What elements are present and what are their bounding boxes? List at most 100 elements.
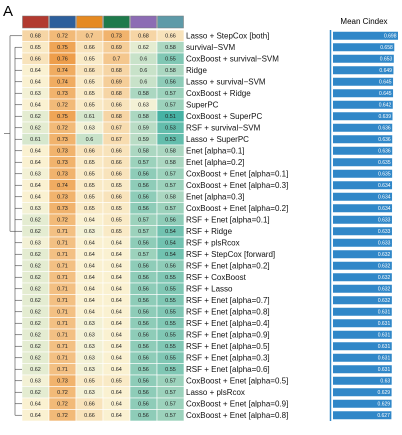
cell-label: 0.66 bbox=[111, 149, 122, 155]
cell-label: 0.72 bbox=[57, 103, 68, 109]
cell-label: 0.65 bbox=[84, 183, 95, 189]
cell-label: 0.69 bbox=[111, 80, 122, 86]
row-label: RSF + Enet [alpha=0.4] bbox=[186, 319, 270, 328]
row-label: CoxBoost + Enet [alpha=0.5] bbox=[186, 376, 288, 385]
cell-label: 0.64 bbox=[84, 287, 95, 293]
bar bbox=[333, 250, 392, 259]
cell-label: 0.63 bbox=[84, 333, 95, 339]
row-label: RSF + Lasso bbox=[186, 284, 233, 293]
bar bbox=[333, 100, 393, 109]
cell-label: 0.57 bbox=[138, 160, 149, 166]
row-label: RSF + plsRcox bbox=[186, 238, 240, 247]
cell-label: 0.53 bbox=[165, 126, 176, 132]
bar-value-label: 0.631 bbox=[378, 321, 391, 327]
cell-label: 0.64 bbox=[30, 402, 41, 408]
row-label: RSF + survival−SVM bbox=[186, 123, 261, 132]
cell-label: 0.56 bbox=[138, 275, 149, 281]
bar bbox=[333, 123, 393, 132]
bar bbox=[333, 89, 394, 98]
bar bbox=[333, 273, 392, 282]
bar bbox=[333, 54, 394, 63]
cell-label: 0.55 bbox=[165, 275, 176, 281]
cell-label: 0.65 bbox=[84, 103, 95, 109]
cell-label: 0.71 bbox=[57, 321, 68, 327]
cell-label: 0.64 bbox=[84, 252, 95, 258]
bar bbox=[333, 66, 394, 75]
cell-label: 0.57 bbox=[165, 183, 176, 189]
row-label: CoxBoost + survival−SVM bbox=[186, 54, 279, 63]
bar bbox=[333, 169, 393, 178]
row-label: RSF + Enet [alpha=0.5] bbox=[186, 342, 270, 351]
cell-label: 0.63 bbox=[84, 126, 95, 132]
cell-label: 0.63 bbox=[30, 91, 41, 97]
cell-label: 0.63 bbox=[84, 390, 95, 396]
row-label: Lasso + SuperPC bbox=[186, 135, 249, 144]
cell-label: 0.71 bbox=[57, 264, 68, 270]
cell-label: 0.66 bbox=[84, 413, 95, 419]
row-label: Lasso + survival−SVM bbox=[186, 77, 266, 86]
bar bbox=[333, 158, 393, 167]
cell-label: 0.65 bbox=[84, 172, 95, 178]
bar-value-label: 0.629 bbox=[378, 390, 391, 396]
bar bbox=[333, 135, 393, 144]
cell-label: 0.62 bbox=[30, 356, 41, 362]
bar-value-label: 0.634 bbox=[378, 206, 391, 212]
cell-label: 0.72 bbox=[57, 218, 68, 224]
cell-label: 0.56 bbox=[138, 390, 149, 396]
row-label: CoxBoost + Enet [alpha=0.3] bbox=[186, 181, 288, 190]
bar bbox=[333, 238, 392, 247]
cell-label: 0.62 bbox=[138, 45, 149, 51]
row-label: RSF + CoxBoost bbox=[186, 273, 247, 282]
row-label: RSF + Enet [alpha=0.8] bbox=[186, 307, 270, 316]
cell-label: 0.56 bbox=[138, 402, 149, 408]
cell-label: 0.64 bbox=[111, 310, 122, 316]
bar-value-label: 0.635 bbox=[378, 160, 391, 166]
cell-label: 0.58 bbox=[165, 149, 176, 155]
cell-label: 0.64 bbox=[111, 356, 122, 362]
bar bbox=[333, 399, 392, 408]
bar-value-label: 0.631 bbox=[378, 356, 391, 362]
cell-label: 0.56 bbox=[138, 333, 149, 339]
cell-label: 0.71 bbox=[57, 252, 68, 258]
cell-label: 0.62 bbox=[30, 252, 41, 258]
cell-label: 0.68 bbox=[111, 114, 122, 120]
cell-label: 0.57 bbox=[138, 229, 149, 235]
cell-label: 0.64 bbox=[30, 68, 41, 74]
bar bbox=[333, 330, 392, 339]
bar-value-label: 0.632 bbox=[378, 264, 391, 270]
bar-value-label: 0.645 bbox=[379, 91, 392, 97]
cell-label: 0.66 bbox=[84, 45, 95, 51]
cell-label: 0.56 bbox=[138, 206, 149, 212]
column-color-key bbox=[157, 15, 184, 29]
bar-value-label: 0.633 bbox=[378, 218, 391, 224]
cell-label: 0.66 bbox=[84, 402, 95, 408]
cell-label: 0.72 bbox=[57, 126, 68, 132]
cell-label: 0.63 bbox=[30, 172, 41, 178]
cell-label: 0.6 bbox=[140, 68, 148, 74]
cell-label: 0.65 bbox=[111, 218, 122, 224]
cell-label: 0.61 bbox=[30, 137, 41, 143]
cell-label: 0.75 bbox=[57, 45, 68, 51]
cell-label: 0.57 bbox=[165, 206, 176, 212]
cell-label: 0.64 bbox=[84, 264, 95, 270]
cell-label: 0.68 bbox=[111, 68, 122, 74]
cell-label: 0.64 bbox=[111, 390, 122, 396]
bar bbox=[333, 342, 392, 351]
cell-label: 0.56 bbox=[138, 413, 149, 419]
cell-label: 0.66 bbox=[84, 68, 95, 74]
cell-label: 0.56 bbox=[138, 356, 149, 362]
cell-label: 0.68 bbox=[138, 34, 149, 40]
cell-label: 0.56 bbox=[138, 321, 149, 327]
cell-label: 0.64 bbox=[30, 183, 41, 189]
cell-label: 0.62 bbox=[30, 114, 41, 120]
bar-value-label: 0.631 bbox=[378, 344, 391, 350]
column-color-key bbox=[22, 15, 49, 29]
cell-label: 0.66 bbox=[165, 34, 176, 40]
cell-label: 0.51 bbox=[165, 114, 176, 120]
bar bbox=[333, 112, 393, 121]
bar bbox=[333, 192, 393, 201]
cell-label: 0.56 bbox=[138, 344, 149, 350]
bar bbox=[333, 319, 392, 328]
